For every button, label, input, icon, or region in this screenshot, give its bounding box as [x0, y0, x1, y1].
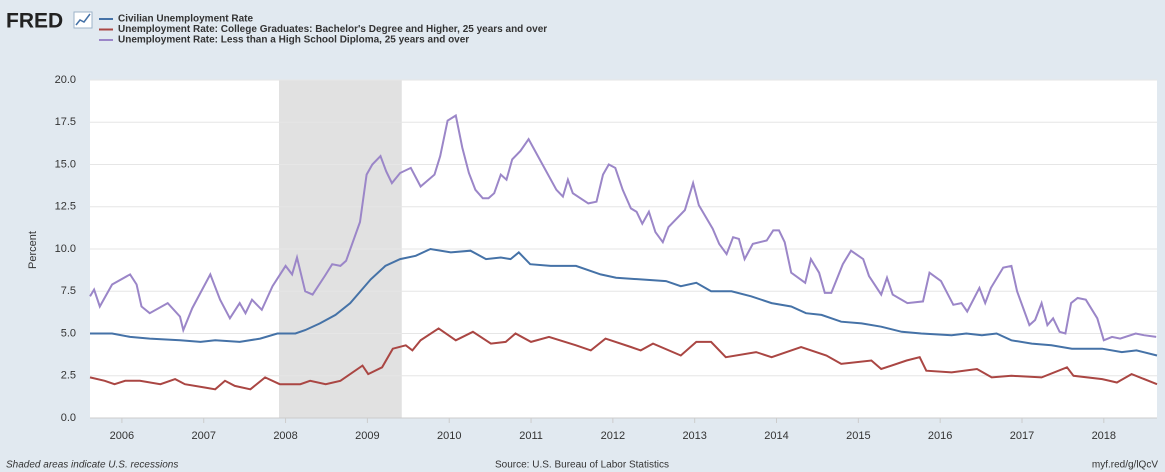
x-tick-label: 2009	[355, 430, 379, 442]
x-tick-label: 2014	[764, 430, 788, 442]
y-tick-label: 15.0	[55, 158, 76, 170]
link: myf.red/g/lQcV	[1092, 460, 1158, 471]
x-tick-label: 2015	[846, 430, 870, 442]
logo-icon	[73, 11, 93, 29]
x-tick-label: 2011	[519, 430, 543, 442]
x-tick-label: 2007	[191, 430, 215, 442]
x-tick-label: 2010	[437, 430, 461, 442]
legend-label: Unemployment Rate: College Graduates: Ba…	[118, 24, 547, 35]
x-tick-label: 2016	[928, 430, 952, 442]
y-tick-label: 7.5	[61, 285, 76, 297]
y-tick-label: 12.5	[55, 201, 76, 213]
y-tick-label: 0.0	[61, 412, 76, 424]
series-line	[89, 113, 1157, 342]
y-tick-label: 5.0	[61, 327, 76, 339]
legend-label: Civilian Unemployment Rate	[118, 14, 253, 25]
source: Source: U.S. Bureau of Labor Statistics	[495, 460, 669, 471]
footnote: Shaded areas indicate U.S. recessions	[6, 460, 178, 471]
y-axis-label: Percent	[27, 231, 39, 269]
x-tick-label: 2012	[601, 430, 625, 442]
logo: FRED	[6, 10, 63, 33]
legend-label: Unemployment Rate: Less than a High Scho…	[118, 35, 469, 46]
series-line	[89, 327, 1158, 391]
y-tick-label: 20.0	[55, 74, 76, 86]
series-line	[90, 247, 1158, 357]
x-tick-label: 2018	[1092, 430, 1116, 442]
x-tick-label: 2017	[1010, 430, 1034, 442]
x-tick-label: 2013	[682, 430, 706, 442]
y-tick-label: 17.5	[55, 116, 76, 128]
x-tick-label: 2006	[110, 430, 134, 442]
x-tick-label: 2008	[273, 430, 297, 442]
y-tick-label: 10.0	[55, 243, 76, 255]
y-tick-label: 2.5	[61, 370, 76, 382]
